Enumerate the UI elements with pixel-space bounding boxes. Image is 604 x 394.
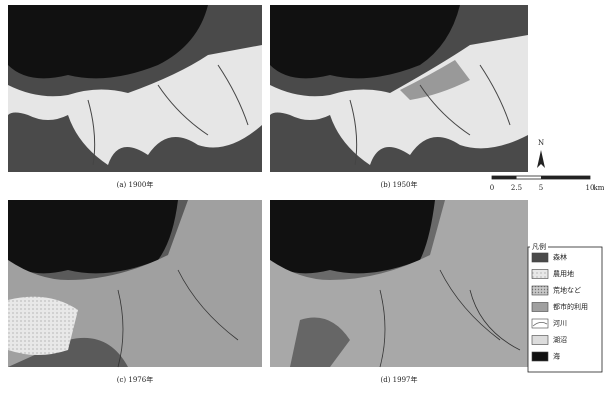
- legend-label: 河川: [553, 320, 567, 328]
- legend-title: 凡例: [532, 242, 546, 251]
- map-panel: [8, 200, 262, 367]
- legend-swatch: [532, 253, 548, 262]
- scale-label: 5: [539, 184, 543, 192]
- legend-label: 海: [553, 352, 560, 361]
- legend-label: 湖沼: [553, 335, 567, 344]
- scale-bar: 0 2.5 5 10 km: [490, 176, 604, 192]
- legend-swatch: [532, 303, 548, 312]
- panel-caption: (a) 1900年: [117, 180, 154, 189]
- map-panel: [270, 5, 528, 172]
- map-panel: [270, 200, 528, 367]
- legend-label: 荒地など: [553, 286, 581, 295]
- legend-label: 都市的利用: [553, 302, 588, 311]
- scale-label: 2.5: [511, 184, 522, 192]
- legend-swatch: [532, 336, 548, 345]
- scale-label: 0: [490, 184, 494, 192]
- legend-label: 農用地: [553, 269, 574, 278]
- map-panel: [8, 5, 262, 172]
- figure: (a) 1900年 (b) 1950年 (c) 1976年 (d) 1997年 …: [0, 0, 604, 390]
- legend-swatch: [532, 352, 548, 361]
- north-arrow: N: [537, 139, 545, 168]
- panel-caption: (d) 1997年: [381, 375, 418, 384]
- panel-caption: (c) 1976年: [117, 375, 153, 384]
- legend-swatch: [532, 286, 548, 295]
- scale-unit: km: [594, 184, 604, 192]
- legend-swatch: [532, 270, 548, 279]
- panel-caption: (b) 1950年: [381, 180, 418, 189]
- north-label: N: [538, 139, 544, 147]
- legend-label: 森林: [553, 253, 567, 262]
